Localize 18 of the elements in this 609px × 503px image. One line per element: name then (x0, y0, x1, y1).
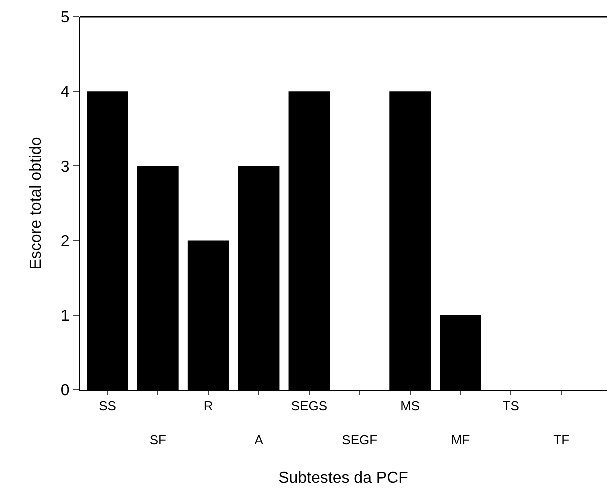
y-tick-label: 4 (60, 84, 70, 102)
x-tick-label: SF (150, 432, 167, 448)
y-tick-label: 1 (60, 308, 70, 325)
x-tick-label: SS (99, 398, 117, 414)
y-tick-label: 2 (60, 233, 70, 250)
y-tick-label: 0 (60, 382, 70, 400)
x-tick-label: R (204, 398, 214, 414)
x-tick-label: SEGF (342, 432, 378, 448)
y-tick-label: 3 (60, 158, 70, 176)
x-tick-label: SEGS (291, 398, 328, 414)
x-axis-title: Subtestes da PCF (278, 470, 409, 488)
y-tick-label: 5 (60, 10, 70, 27)
x-tick-label: TF (554, 432, 570, 448)
y-axis-title: Escore total obtido (28, 137, 45, 270)
x-tick-label: A (254, 432, 264, 448)
x-tick-label: TS (502, 398, 520, 414)
x-tick-label: MS (400, 398, 420, 414)
x-tick-label: MF (451, 432, 470, 448)
